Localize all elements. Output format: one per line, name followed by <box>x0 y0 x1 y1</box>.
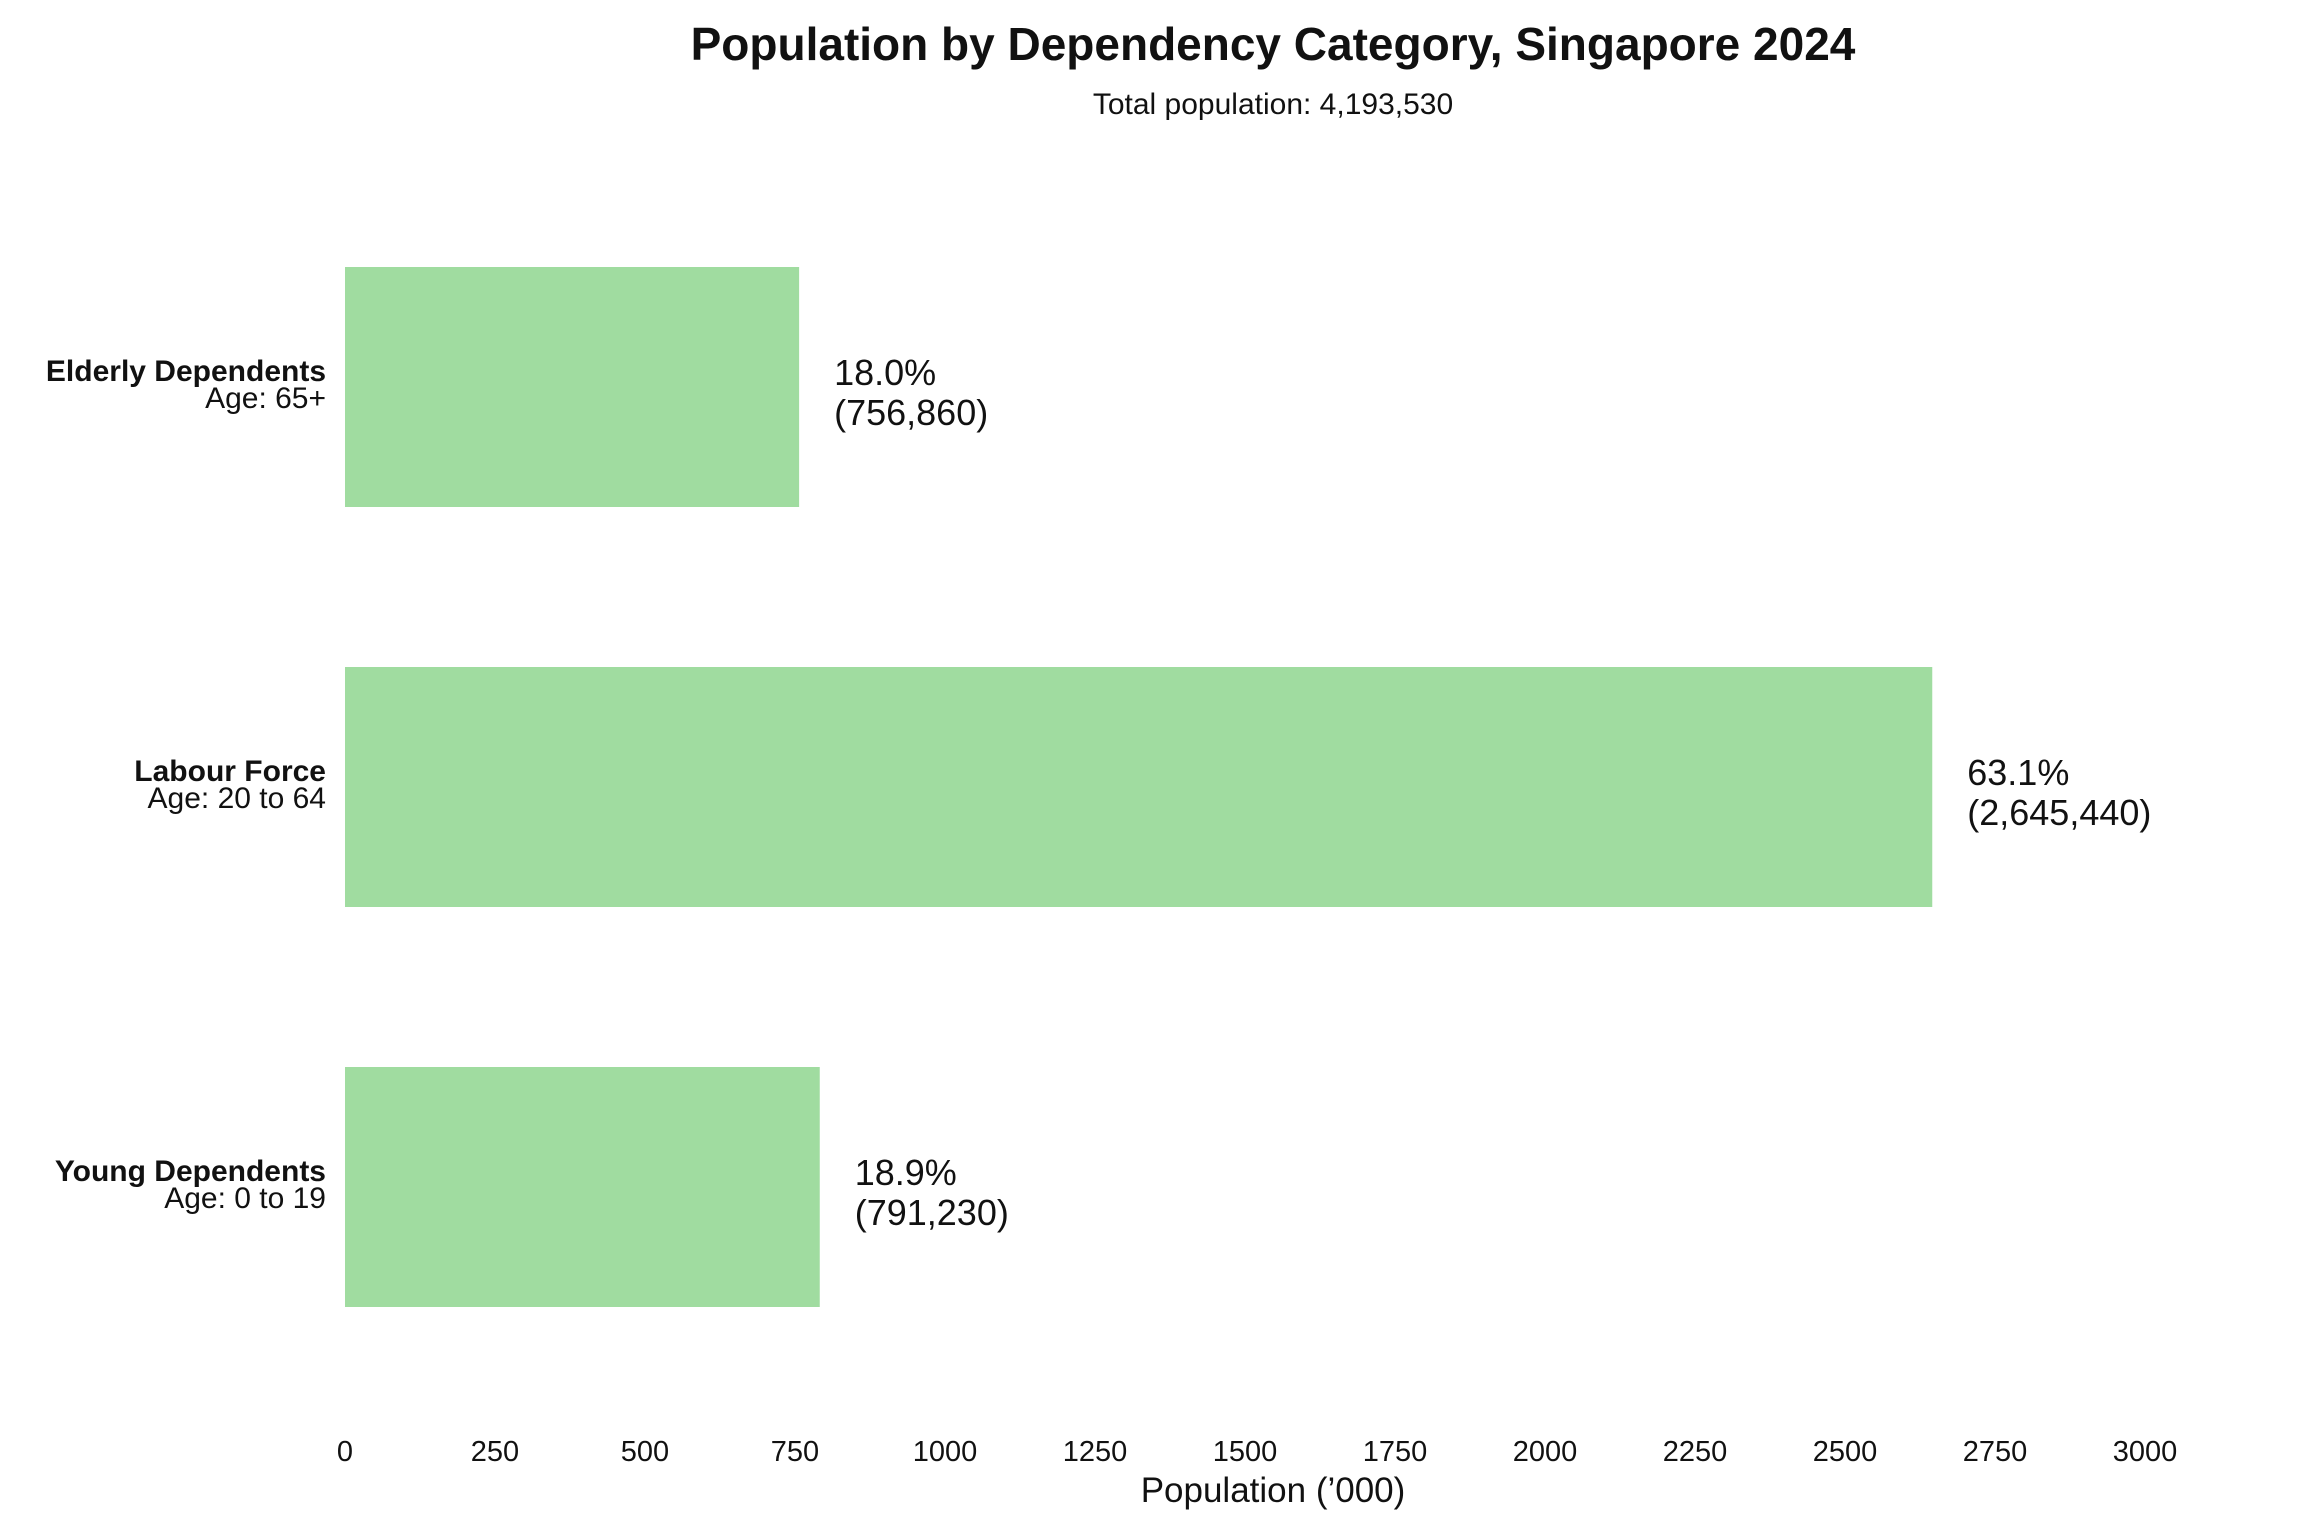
x-tick-label: 1000 <box>913 1436 978 1468</box>
x-tick-label: 2500 <box>1813 1436 1878 1468</box>
x-tick-label: 2000 <box>1513 1436 1578 1468</box>
x-tick-label: 1500 <box>1213 1436 1278 1468</box>
bar-elderly-dependents <box>345 267 800 507</box>
count-label-young-dependents: (791,230) <box>855 1192 1009 1233</box>
bar-labour-force <box>345 667 1933 907</box>
x-tick-label: 1750 <box>1363 1436 1428 1468</box>
category-age-elderly-dependents: Age: 65+ <box>205 382 326 415</box>
category-label-labour-force: Labour Force <box>134 755 326 788</box>
x-tick-label: 500 <box>621 1436 669 1468</box>
category-label-elderly-dependents: Elderly Dependents <box>46 355 326 388</box>
x-tick-label: 0 <box>337 1436 353 1468</box>
chart-title: Population by Dependency Category, Singa… <box>691 18 1856 70</box>
chart-subtitle: Total population: 4,193,530 <box>1093 88 1453 121</box>
count-label-labour-force: (2,645,440) <box>1967 792 2151 833</box>
bar-young-dependents <box>345 1067 820 1307</box>
x-axis-ticks: 0 250 500 750 1000 1250 1500 1750 2000 2250 2500 27… <box>337 1436 2177 1468</box>
percent-label-young-dependents: 18.9% <box>855 1152 957 1193</box>
x-tick-label: 2750 <box>1963 1436 2028 1468</box>
x-tick-label: 2250 <box>1663 1436 1728 1468</box>
category-age-young-dependents: Age: 0 to 19 <box>164 1182 326 1215</box>
x-tick-label: 750 <box>771 1436 819 1468</box>
x-tick-label: 1250 <box>1063 1436 1128 1468</box>
count-label-elderly-dependents: (756,860) <box>834 392 988 433</box>
x-axis-title: Population (’000) <box>1141 1471 1406 1510</box>
category-label-young-dependents: Young Dependents <box>55 1155 326 1188</box>
x-tick-label: 250 <box>471 1436 519 1468</box>
x-tick-label: 3000 <box>2113 1436 2178 1468</box>
percent-label-elderly-dependents: 18.0% <box>834 352 936 393</box>
category-age-labour-force: Age: 20 to 64 <box>148 782 326 815</box>
percent-label-labour-force: 63.1% <box>1967 752 2069 793</box>
